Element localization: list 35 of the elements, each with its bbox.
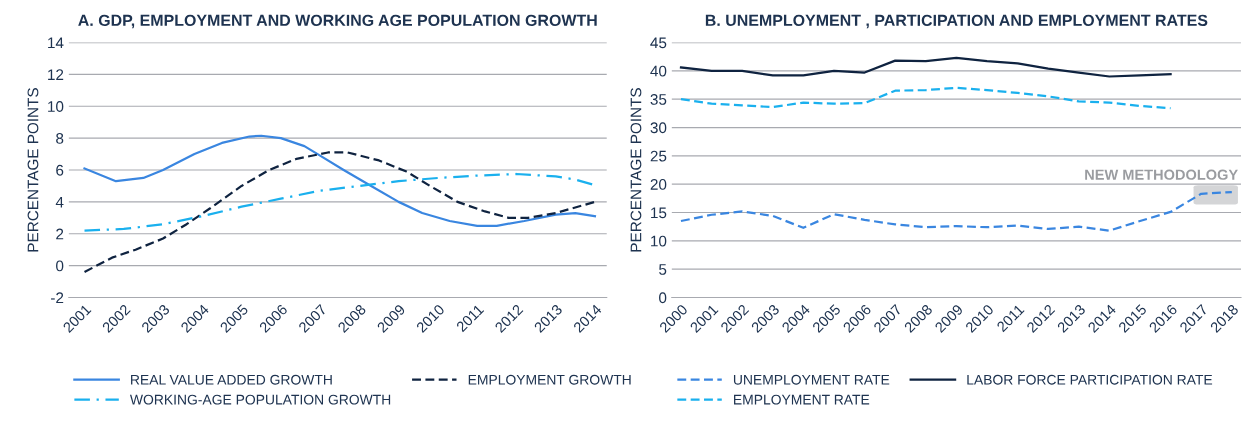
y-tick-label: 4	[55, 196, 64, 208]
y-tick-label: 5	[659, 264, 667, 275]
y-tick-label: -2	[51, 292, 64, 304]
y-tick-label: 0	[659, 292, 667, 304]
legend-label: REAL VALUE ADDED GROWTH	[131, 374, 332, 385]
y-tick-label: 14	[48, 37, 64, 49]
line-series	[679, 190, 1233, 232]
y-tick-label: 20	[650, 179, 667, 190]
y-tick-label: 10	[651, 235, 667, 247]
y-tick-label: 0	[56, 260, 64, 272]
legend-label: LABOR FORCE PARTICIPATION RATE	[967, 374, 1213, 385]
y-tick-label: 25	[650, 150, 667, 162]
y-tick-label: 45	[650, 37, 667, 49]
chart-title: A. GDP, EMPLOYMENT AND WORKING AGE POPULATION GROWTH	[78, 14, 597, 29]
y-tick-label: 30	[650, 122, 667, 134]
y-tick-label: 10	[48, 101, 64, 112]
y-tick-label: 40	[650, 65, 667, 77]
line-series	[679, 56, 1172, 78]
legend-label: UNEMPLOYMENT RATE	[733, 374, 890, 385]
y-tick-label: 12	[48, 69, 64, 80]
legend-label: EMPLOYMENT GROWTH	[468, 374, 631, 385]
line-series	[83, 151, 597, 274]
y-tick-label: 8	[56, 132, 64, 144]
y-axis-title: PERCENTAGE POINTS	[630, 88, 642, 252]
y-tick-label: 2	[56, 228, 64, 240]
y-axis-title: PERCENTAGE POINTS	[27, 88, 39, 252]
legend-label: WORKING-AGE POPULATION GROWTH	[129, 394, 391, 405]
y-tick-label: 35	[650, 94, 667, 105]
legend-label: EMPLOYMENT RATE	[734, 394, 870, 405]
line-series	[679, 86, 1172, 110]
annotation: NEW METHODOLOGY	[1085, 169, 1238, 180]
line-series	[83, 134, 597, 227]
y-tick-label: 15	[651, 207, 667, 219]
chart-title: B. UNEMPLOYMENT , PARTICIPATION AND EMPLOYMENT RATES	[705, 14, 1208, 29]
y-tick-label: 6	[56, 164, 64, 176]
